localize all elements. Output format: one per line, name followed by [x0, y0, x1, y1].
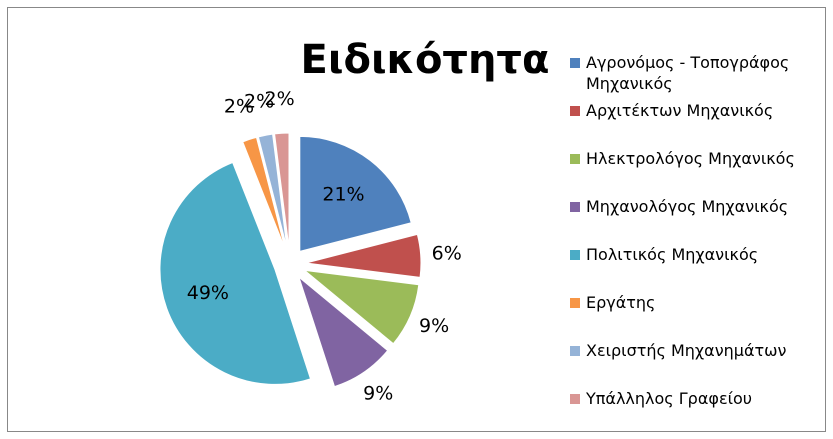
- chart-title: Ειδικότητα: [301, 37, 550, 83]
- pie-slice: [274, 132, 290, 249]
- pie-slice: [159, 161, 312, 385]
- data-label: 2%: [265, 88, 295, 110]
- data-label: 49%: [187, 282, 229, 304]
- data-label: 6%: [432, 243, 462, 265]
- legend-swatch: [570, 346, 580, 356]
- legend-item: Αρχιτέκτων Μηχανικός: [570, 100, 825, 148]
- pie-slice: [242, 136, 286, 249]
- legend-swatch: [570, 202, 580, 212]
- data-label: 9%: [363, 382, 393, 404]
- legend-label: Ηλεκτρολόγος Μηχανικός: [586, 149, 795, 168]
- legend-label: Πολιτικός Μηχανικός: [586, 245, 759, 264]
- legend-item: Υπάλληλος Γραφείου: [570, 388, 825, 436]
- legend-item: Μηχανολόγος Μηχανικός: [570, 196, 825, 244]
- legend-item: Χειριστής Μηχανημάτων: [570, 340, 825, 388]
- pie-slice: [297, 275, 389, 388]
- legend-swatch: [570, 394, 580, 404]
- pie-slice: [303, 269, 420, 345]
- legend-swatch: [570, 58, 580, 68]
- legend-item: Αγρονόμος - Τοπογράφος Μηχανικός: [570, 52, 825, 100]
- legend: Αγρονόμος - Τοπογράφος Μηχανικός Αρχιτέκτ…: [570, 52, 825, 436]
- legend-swatch: [570, 154, 580, 164]
- legend-item: Πολιτικός Μηχανικός: [570, 244, 825, 292]
- legend-swatch: [570, 106, 580, 116]
- legend-label: Αρχιτέκτων Μηχανικός: [586, 101, 774, 120]
- data-label: 2%: [244, 90, 274, 112]
- legend-item: Ηλεκτρολόγος Μηχανικός: [570, 148, 825, 196]
- pie-slice: [299, 135, 412, 253]
- chart-border: [7, 7, 826, 432]
- data-label: 21%: [322, 184, 364, 206]
- pie-slice: [305, 233, 422, 278]
- legend-swatch: [570, 298, 580, 308]
- pie-slice: [257, 133, 288, 249]
- data-label: 9%: [419, 315, 449, 337]
- legend-label: Μηχανολόγος Μηχανικός: [586, 197, 789, 216]
- legend-swatch: [570, 250, 580, 260]
- legend-label: Υπάλληλος Γραφείου: [586, 389, 753, 408]
- legend-item: Εργάτης: [570, 292, 825, 340]
- legend-label: Εργάτης: [586, 293, 656, 312]
- legend-label: Αγρονόμος - Τοπογράφος Μηχανικός: [586, 53, 790, 93]
- data-label: 2%: [224, 96, 254, 118]
- legend-label: Χειριστής Μηχανημάτων: [586, 341, 787, 360]
